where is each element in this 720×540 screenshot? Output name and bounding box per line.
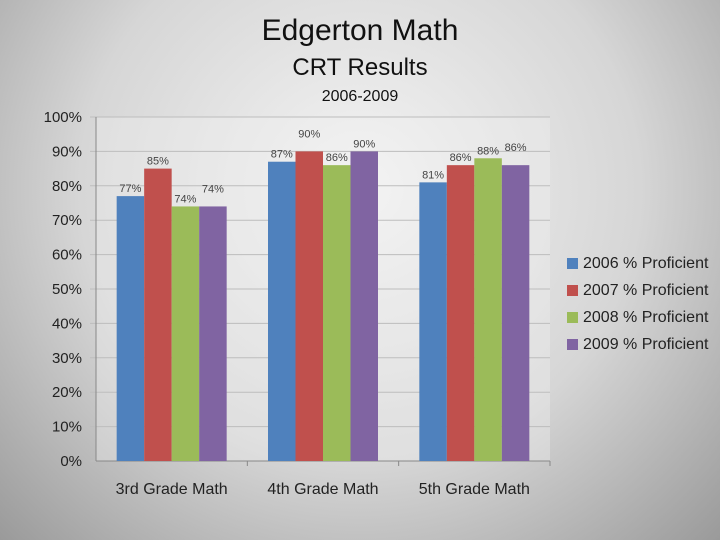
bar: [350, 151, 378, 461]
bar: [171, 206, 200, 461]
data-label: 74%: [174, 193, 196, 205]
data-label: 81%: [422, 169, 444, 181]
data-label: 74%: [202, 183, 224, 195]
data-label: 86%: [505, 142, 527, 154]
data-label: 86%: [326, 152, 348, 164]
y-tick-label: 90%: [52, 143, 82, 160]
y-tick-label: 10%: [52, 419, 82, 436]
data-label: 90%: [298, 128, 320, 140]
legend-entry: 2009 % Proficient: [583, 336, 709, 353]
y-tick-label: 60%: [52, 247, 82, 264]
legend-entry: 2006 % Proficient: [583, 255, 709, 272]
bar: [295, 151, 323, 461]
y-tick-label: 0%: [60, 453, 82, 470]
legend-swatch: [567, 285, 578, 296]
legend-swatch: [567, 258, 578, 269]
bar: [323, 165, 351, 461]
data-label: 86%: [450, 152, 472, 164]
y-tick-label: 40%: [52, 315, 82, 332]
x-tick-label: 5th Grade Math: [419, 481, 530, 498]
x-tick-label: 4th Grade Math: [267, 481, 378, 498]
bar: [144, 168, 172, 461]
bar: [268, 161, 296, 461]
y-tick-label: 70%: [52, 212, 82, 229]
data-label: 87%: [271, 149, 293, 161]
bar: [474, 158, 502, 461]
chart-date-range: 2006-2009: [321, 88, 399, 105]
chart-title: Edgerton Math: [261, 14, 459, 47]
bar: [501, 165, 530, 461]
legend-swatch: [567, 339, 578, 350]
bar: [116, 196, 145, 461]
data-label: 90%: [353, 138, 375, 150]
bar: [199, 206, 227, 461]
legend-entry: 2008 % Proficient: [583, 309, 709, 326]
data-label: 85%: [147, 156, 169, 168]
x-tick-label: 3rd Grade Math: [116, 481, 228, 498]
bar: [419, 182, 447, 462]
bar: [446, 165, 475, 461]
y-tick-label: 80%: [52, 178, 82, 195]
y-tick-label: 20%: [52, 384, 82, 401]
y-tick-label: 100%: [44, 109, 82, 126]
y-tick-label: 30%: [52, 350, 82, 367]
data-label: 88%: [477, 145, 499, 157]
legend-entry: 2007 % Proficient: [583, 282, 709, 299]
data-label: 77%: [119, 183, 141, 195]
legend-swatch: [567, 312, 578, 323]
chart-subtitle: CRT Results: [292, 54, 428, 81]
y-tick-label: 50%: [52, 281, 82, 298]
